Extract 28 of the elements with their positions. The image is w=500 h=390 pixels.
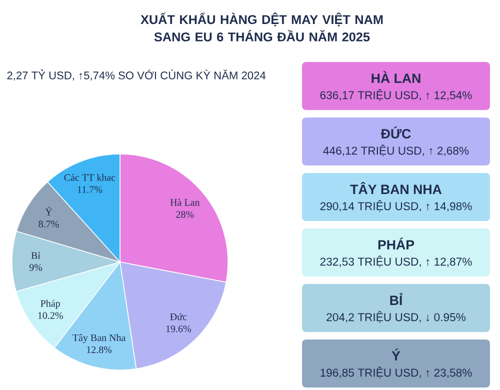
text: ĐỨC [380,126,411,138]
data-label: 28% [176,211,194,218]
chart-subtitle: 2,27 TỶ USD, ↑5,74% SO VỚI CÙNG KỲ NĂM 2024 [7,69,266,81]
data-label: 19.6% [166,325,192,332]
slice-label: Hà Lan [170,198,200,206]
text: 636,17 TRIỆU USD, ↑ 12,54% [320,89,472,101]
slice-label: Bỉ [31,252,40,259]
text: XUẤT KHẨU HÀNG DỆT MAY VIỆT NAM SANG EU 6 THÁNG ĐẦU NĂM 2025 [140,12,383,42]
slice-label: Tây Ban Nha [72,334,126,344]
slice-label: Ý [45,206,52,216]
slice-label: Các TT khac [64,174,116,181]
text: TÂY BAN NHA [350,182,442,194]
text: 204,2 TRIỆU USD, ↓ 0.95% [326,311,466,323]
slice-label: Đức [170,313,187,320]
text: 290,14 TRIỆU USD, ↑ 14,98% [320,200,472,212]
text: Ý [392,348,400,360]
text: 232,53 TRIỆU USD, ↑ 12,87% [320,256,472,268]
text: 446,12 TRIỆU USD, ↑ 2,68% [323,144,469,156]
text: HÀ LAN [372,71,420,83]
data-label: 11.7% [78,186,102,193]
slice-label: Pháp [40,300,60,309]
data-label: 10.2% [38,312,63,319]
data-label: 9% [29,264,42,271]
text: 196,85 TRIỆU USD, ↑ 23,58% [320,366,472,378]
data-label: 8.7% [38,220,59,228]
text: PHÁP [378,238,414,250]
data-label: 12.8% [87,346,112,354]
text: BỈ [390,293,402,305]
